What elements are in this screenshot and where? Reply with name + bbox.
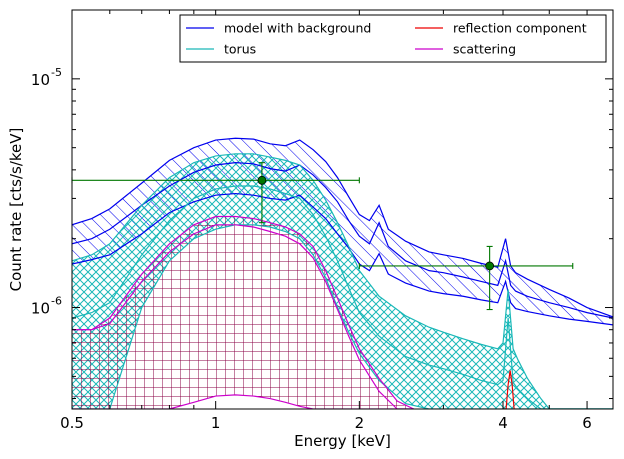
legend-entry-model: model with background (224, 21, 371, 36)
data-point-marker (485, 261, 495, 271)
legend-entry-reflection: reflection component (453, 21, 587, 36)
x-tick-label: 2 (355, 414, 365, 432)
data-point-1 (71, 162, 360, 224)
series-lines (72, 137, 613, 409)
x-tick-label: 1 (211, 414, 221, 432)
line-torus-median (72, 185, 613, 409)
x-axis: 0.5 1 2 4 6 (60, 10, 592, 432)
y-axis-label: Count rate [cts/s/keV] (7, 128, 25, 292)
data-point-marker (257, 175, 267, 185)
y-tick-exponent: -6 (51, 295, 62, 308)
line-scattering-upper (72, 215, 414, 409)
y-tick-label: 10 (31, 71, 50, 89)
line-torus-lower (72, 224, 613, 409)
legend-entry-torus: torus (224, 42, 256, 57)
data-point-2 (358, 245, 574, 311)
line-model-with-background-lower (72, 192, 613, 326)
x-tick-label: 6 (582, 414, 592, 432)
data-points (71, 162, 574, 311)
line-reflection-component-median (503, 370, 515, 409)
line-model-with-background-upper (72, 137, 613, 318)
legend: model with background torus reflection c… (179, 14, 607, 63)
y-axis: 10-610-5 (31, 66, 613, 400)
line-scattering-lower (72, 394, 414, 409)
line-torus-upper (72, 153, 613, 409)
y-tick-exponent: -5 (51, 66, 62, 79)
plot-border (71, 9, 614, 410)
band-torus (72, 153, 613, 409)
x-tick-label: 4 (498, 414, 508, 432)
line-model-with-background-median (72, 162, 613, 319)
legend-box (179, 14, 607, 63)
y-tick-label: 10 (31, 300, 50, 318)
line-scattering-median (72, 224, 414, 409)
legend-entry-scattering: scattering (453, 42, 516, 57)
x-axis-label: Energy [keV] (294, 432, 391, 450)
x-tick-label: 0.5 (60, 414, 84, 432)
